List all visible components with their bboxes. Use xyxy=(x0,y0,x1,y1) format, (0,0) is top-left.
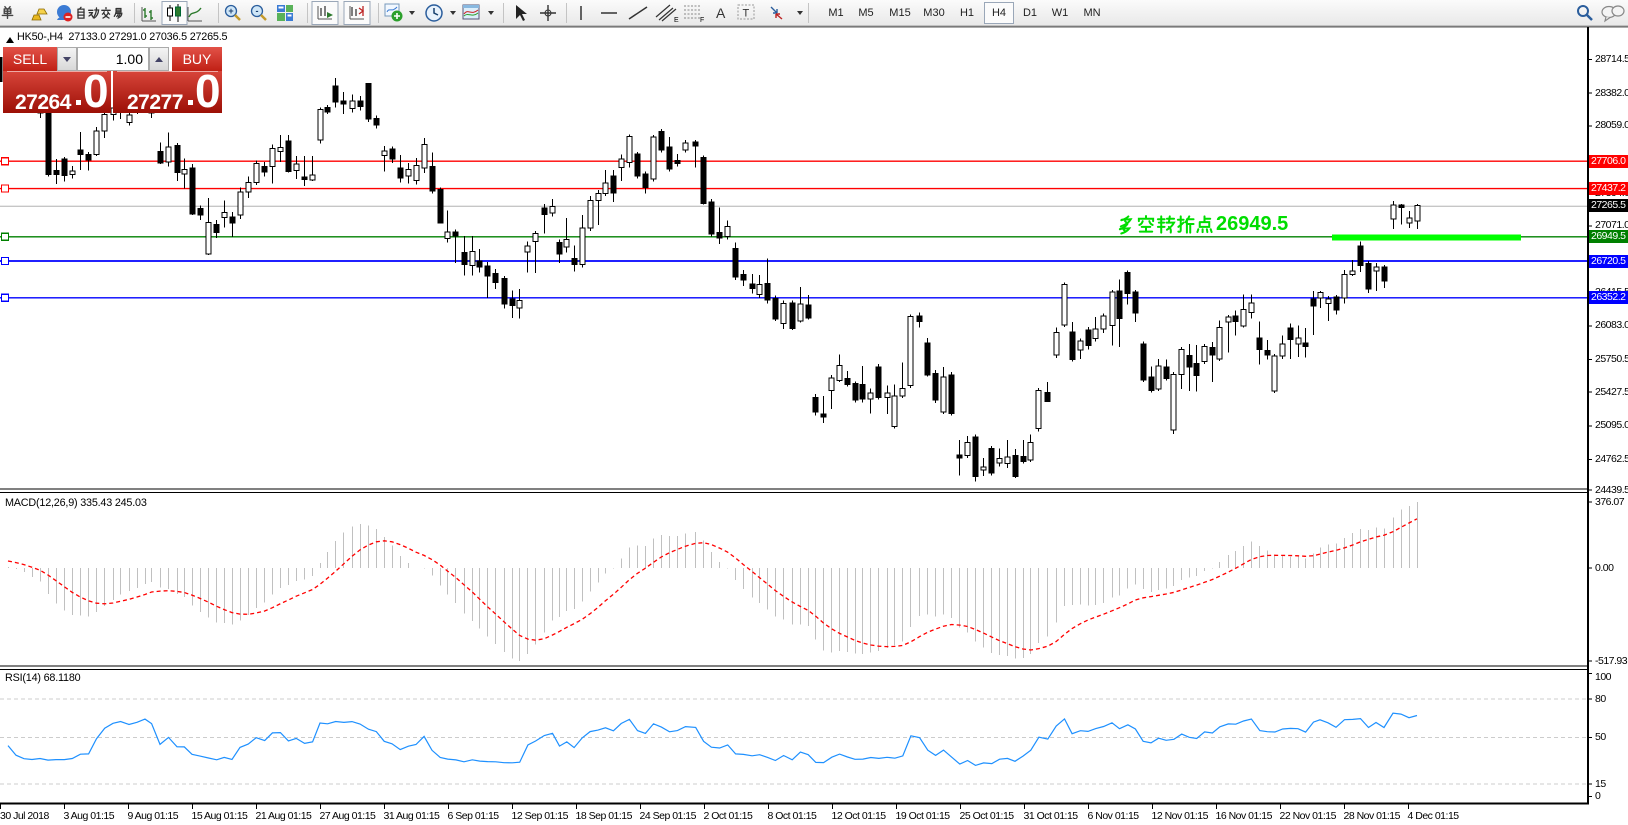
svg-text:E: E xyxy=(674,17,679,24)
svg-text:A: A xyxy=(716,5,726,21)
svg-text:T: T xyxy=(743,8,750,20)
svg-text:F: F xyxy=(700,17,704,24)
svg-text:-: - xyxy=(256,6,259,16)
svg-text:+: + xyxy=(228,6,233,16)
